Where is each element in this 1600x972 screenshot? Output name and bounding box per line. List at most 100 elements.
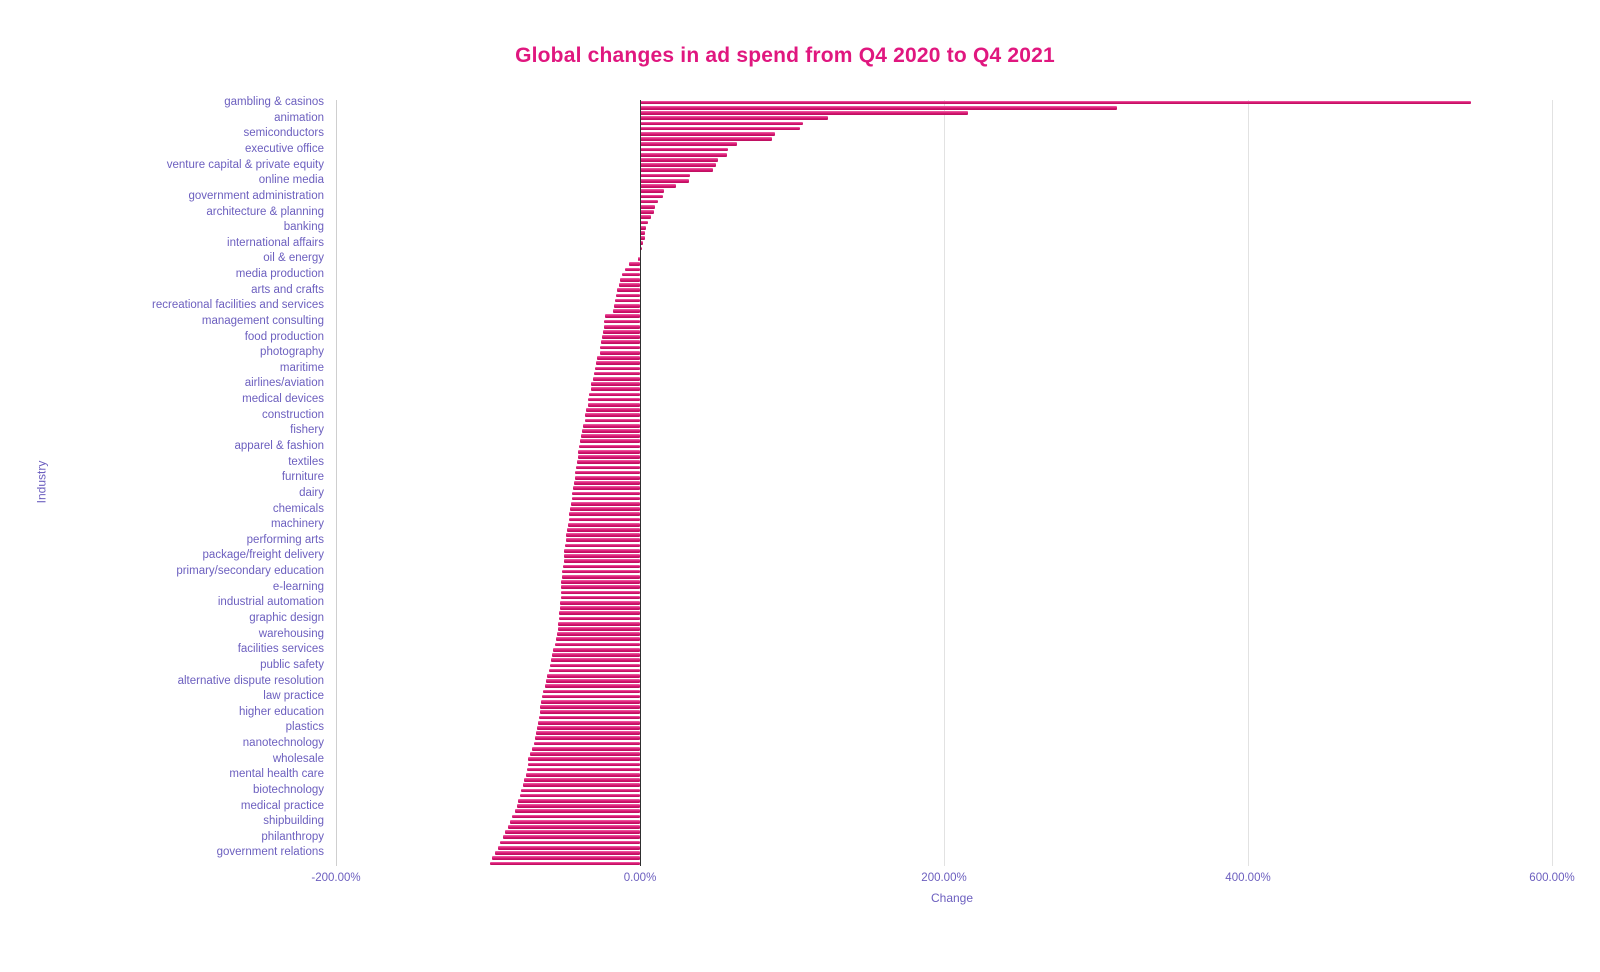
bar-row-38[interactable] xyxy=(614,298,640,303)
bar-row-112[interactable] xyxy=(544,684,640,689)
bar-row-68[interactable] xyxy=(577,455,640,459)
bar-row-124[interactable] xyxy=(531,746,640,751)
bar-row-122[interactable] xyxy=(534,736,640,741)
bar-row-43[interactable] xyxy=(603,324,640,329)
bar-row-88[interactable] xyxy=(563,559,640,563)
bar-recreational-facilities-and-services[interactable] xyxy=(614,303,640,308)
bar-row-7[interactable] xyxy=(640,137,773,141)
bar-row-11[interactable] xyxy=(640,158,718,162)
bar-row-2[interactable] xyxy=(640,111,969,115)
bar-row-50[interactable] xyxy=(595,361,640,365)
bar-row-106[interactable] xyxy=(552,653,640,657)
bar-row-10[interactable] xyxy=(640,152,727,157)
bar-row-115[interactable] xyxy=(541,700,640,704)
bar-row-65[interactable] xyxy=(579,439,640,444)
bar-shipbuilding[interactable] xyxy=(510,819,640,824)
bar-food-production[interactable] xyxy=(602,335,640,339)
bar-row-76[interactable] xyxy=(571,496,640,501)
bar-package-freight-delivery[interactable] xyxy=(564,554,640,558)
bar-row-125[interactable] xyxy=(530,752,640,756)
bar-row-109[interactable] xyxy=(548,668,640,673)
bar-banking[interactable] xyxy=(640,225,647,230)
bar-executive-office[interactable] xyxy=(640,147,729,152)
bar-row-94[interactable] xyxy=(560,590,640,595)
bar-row-71[interactable] xyxy=(575,470,640,475)
bar-row-136[interactable] xyxy=(514,809,640,814)
bar-row-28[interactable] xyxy=(640,246,643,251)
bar-row-89[interactable] xyxy=(562,564,640,569)
bar-row-5[interactable] xyxy=(640,126,800,131)
bar-dairy[interactable] xyxy=(572,491,640,496)
bar-row-1[interactable] xyxy=(640,105,1118,110)
bar-row-104[interactable] xyxy=(554,642,640,647)
bar-media-production[interactable] xyxy=(621,272,640,277)
bar-row-127[interactable] xyxy=(527,762,640,767)
bar-wholesale[interactable] xyxy=(528,757,640,761)
bar-graphic-design[interactable] xyxy=(558,616,640,621)
bar-facilities-services[interactable] xyxy=(553,647,640,652)
bar-row-8[interactable] xyxy=(640,142,738,147)
bar-law-practice[interactable] xyxy=(541,694,640,699)
bar-row-139[interactable] xyxy=(507,825,640,829)
bar-row-17[interactable] xyxy=(640,189,664,194)
bar-row-82[interactable] xyxy=(567,528,640,532)
bar-textiles[interactable] xyxy=(576,460,640,464)
bar-furniture[interactable] xyxy=(574,475,640,480)
bar-higher-education[interactable] xyxy=(539,710,640,715)
bar-row-53[interactable] xyxy=(592,376,640,381)
bar-row-23[interactable] xyxy=(640,220,648,225)
bar-row-16[interactable] xyxy=(640,184,677,188)
bar-row-4[interactable] xyxy=(640,121,803,126)
bar-row-119[interactable] xyxy=(538,720,640,725)
bar-maritime[interactable] xyxy=(595,366,640,371)
bar-row-116[interactable] xyxy=(540,705,640,709)
bar-row-128[interactable] xyxy=(526,767,640,772)
bar-animation[interactable] xyxy=(640,116,829,121)
bar-venture-capital-private-equity[interactable] xyxy=(640,163,716,167)
bar-row-134[interactable] xyxy=(518,799,640,803)
bar-architecture-planning[interactable] xyxy=(640,210,654,214)
bar-row-74[interactable] xyxy=(573,486,640,491)
bar-row-32[interactable] xyxy=(624,267,640,272)
bar-row-34[interactable] xyxy=(620,277,640,282)
bar-row-58[interactable] xyxy=(587,402,640,407)
bar-row-100[interactable] xyxy=(558,621,640,626)
bar-row-140[interactable] xyxy=(505,830,640,834)
bar-gambling-casinos[interactable] xyxy=(640,100,1472,105)
bar-semiconductors[interactable] xyxy=(640,132,776,136)
bar-row-110[interactable] xyxy=(547,673,640,678)
bar-primary-secondary-education[interactable] xyxy=(562,569,640,574)
bar-public-safety[interactable] xyxy=(550,663,640,668)
bar-row-62[interactable] xyxy=(583,423,640,428)
bar-construction[interactable] xyxy=(585,413,640,418)
bar-machinery[interactable] xyxy=(567,522,640,527)
bar-row-80[interactable] xyxy=(568,517,640,522)
bar-row-77[interactable] xyxy=(570,501,640,506)
bar-online-media[interactable] xyxy=(640,178,689,183)
bar-mental-health-care[interactable] xyxy=(526,772,640,777)
bar-government-administration[interactable] xyxy=(640,194,663,199)
bar-row-35[interactable] xyxy=(618,283,640,287)
bar-row-47[interactable] xyxy=(600,345,640,350)
bar-arts-and-crafts[interactable] xyxy=(617,288,640,293)
bar-row-79[interactable] xyxy=(569,512,640,517)
bar-row-37[interactable] xyxy=(615,293,640,298)
bar-oil-energy[interactable] xyxy=(638,257,640,261)
bar-row-107[interactable] xyxy=(551,658,640,662)
bar-row-83[interactable] xyxy=(566,533,640,537)
bar-row-103[interactable] xyxy=(555,637,640,642)
bar-management-consulting[interactable] xyxy=(604,319,640,324)
bar-government-relations[interactable] xyxy=(494,851,640,855)
bar-row-92[interactable] xyxy=(561,580,640,584)
bar-philanthropy[interactable] xyxy=(503,835,640,840)
bar-row-14[interactable] xyxy=(640,173,691,178)
bar-row-95[interactable] xyxy=(560,595,640,600)
bar-row-19[interactable] xyxy=(640,199,659,204)
bar-row-137[interactable] xyxy=(512,814,640,819)
bar-row-41[interactable] xyxy=(605,314,640,319)
bar-row-133[interactable] xyxy=(519,793,640,798)
bar-row-52[interactable] xyxy=(594,371,640,376)
bar-row-56[interactable] xyxy=(589,392,640,397)
bar-row-40[interactable] xyxy=(612,309,640,313)
bar-e-learning[interactable] xyxy=(560,585,640,590)
